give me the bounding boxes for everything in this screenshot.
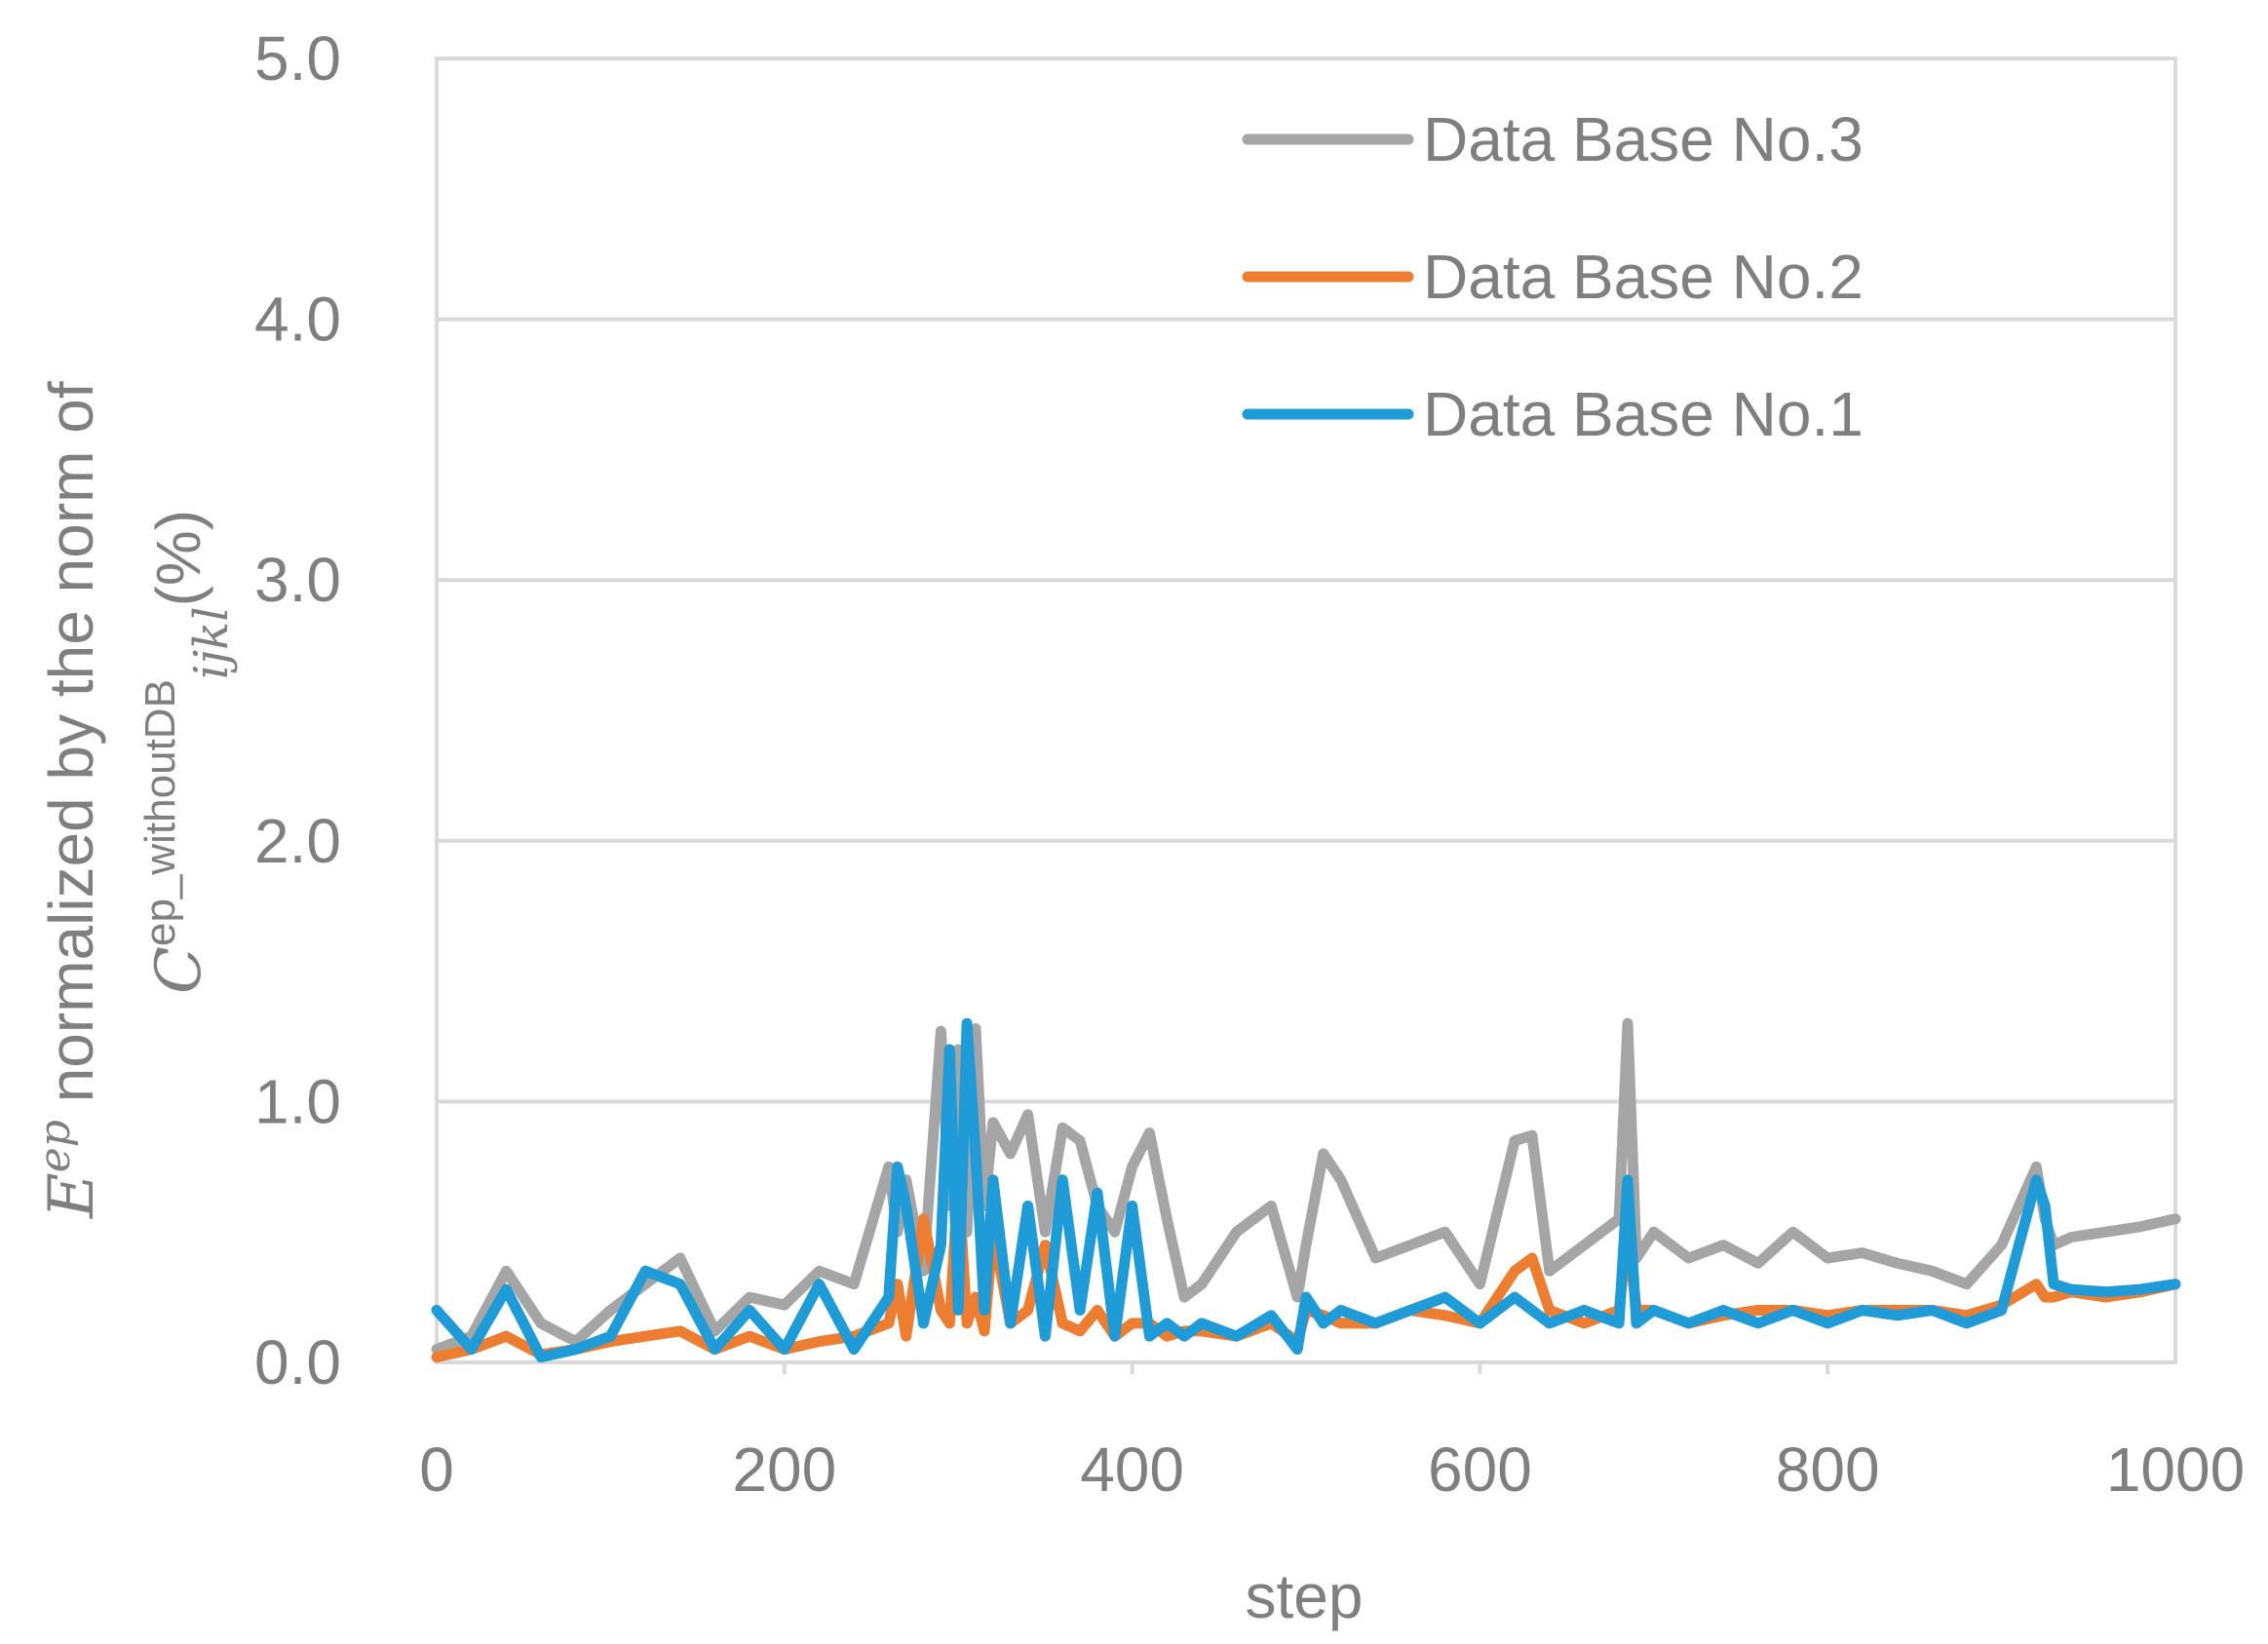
x-tick-label-1: 200: [732, 1434, 836, 1505]
y-axis-title-line1: Eep normalized by the norm of: [30, 381, 108, 1219]
y-axis-c-superscript: ep_withoutDB: [136, 679, 184, 946]
x-tick-label-0: 0: [419, 1434, 454, 1505]
x-tick-label-2: 400: [1080, 1434, 1184, 1505]
legend-label-3: Data Base No.1: [1423, 379, 1864, 449]
y-axis-c-symbol: C: [143, 946, 215, 994]
series-line-3: [431, 1017, 2181, 1363]
y-tick-label-3: 3.0: [254, 545, 341, 615]
y-tick-label-4: 4.0: [254, 285, 341, 355]
y-axis-title-line2: Cep_withoutDBijkl(%): [136, 510, 239, 994]
plot-area-border: [435, 57, 2177, 1364]
y-tick-label-5: 5.0: [254, 23, 341, 94]
y-axis-unit: (%): [143, 510, 213, 607]
y-tick-labels: 0.0 1.0 2.0 3.0 4.0 5.0: [254, 23, 341, 1397]
x-axis-title: step: [1246, 1561, 1364, 1631]
y-axis-c-subscript: ijkl: [184, 606, 239, 679]
y-axis-title: Eep normalized by the norm of Cep_withou…: [30, 381, 239, 1219]
x-tick-label-4: 800: [1776, 1434, 1880, 1505]
y-axis-title-text: normalized by the norm of: [36, 381, 106, 1120]
y-tick-label-0: 0.0: [254, 1327, 341, 1397]
x-tick-label-3: 600: [1428, 1434, 1532, 1505]
x-tick-labels: 0 200 400 600 800 1000: [419, 1434, 2245, 1505]
y-axis-e-superscript: ep: [30, 1120, 80, 1172]
y-tick-label-2: 2.0: [254, 806, 341, 876]
series-line-1: [431, 1017, 2181, 1356]
y-tick-label-1: 1.0: [254, 1066, 341, 1136]
legend-label-2: Data Base No.2: [1423, 242, 1864, 312]
x-tick-label-5: 1000: [2106, 1434, 2245, 1505]
series-lines: [431, 1017, 2181, 1363]
legend-label-1: Data Base No.3: [1423, 104, 1864, 174]
gridlines: [437, 317, 2175, 1374]
y-axis-e-symbol: E: [36, 1172, 108, 1219]
legend: Data Base No.3 Data Base No.2 Data Base No…: [1242, 104, 1864, 449]
